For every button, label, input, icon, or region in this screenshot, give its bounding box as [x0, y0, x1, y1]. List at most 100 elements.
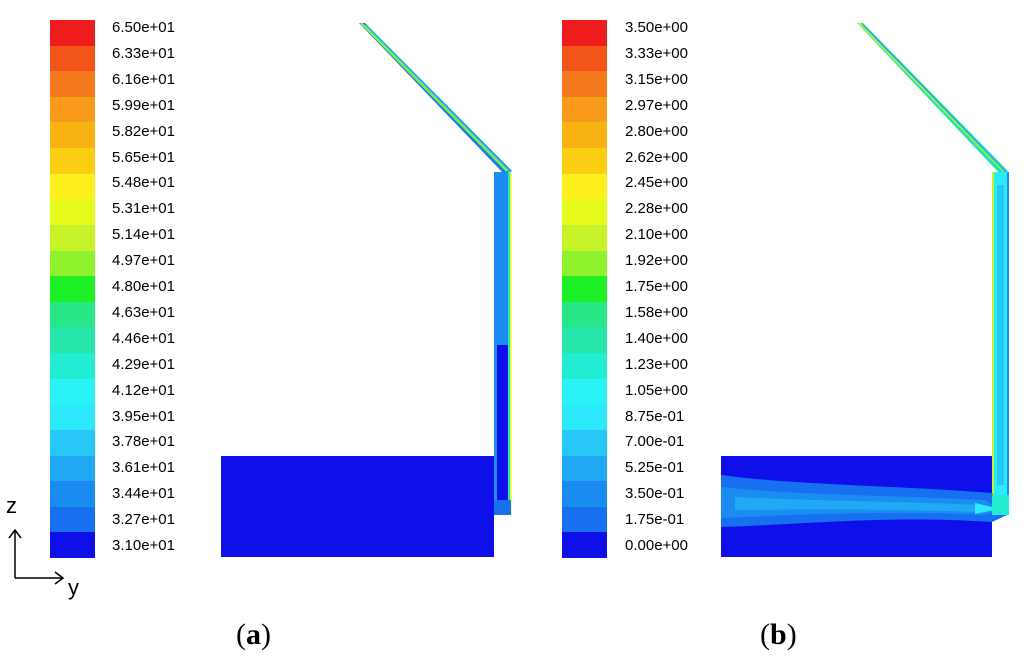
- colorbar-tick-label: 5.82e+01: [112, 122, 175, 140]
- colorbar-tick-label: 3.10e+01: [112, 537, 175, 554]
- colorbar-swatch: [50, 506, 95, 533]
- pipe-vertical-a-core: [497, 345, 508, 515]
- colorbar-swatch: [50, 481, 95, 508]
- colorbar-swatch: [562, 301, 607, 328]
- colorbar-swatch: [562, 353, 607, 380]
- pipe-inclined-a-edge: [360, 22, 508, 172]
- colorbar-tick-label: 2.28e+00: [625, 200, 688, 218]
- contour-plot-b: [721, 22, 1009, 557]
- colorbar-swatch: [50, 301, 95, 328]
- colorbar-swatch: [562, 199, 607, 226]
- colorbar-swatch: [562, 45, 607, 72]
- tank-b-jet-inner: [735, 497, 995, 512]
- colorbar-tick-label: 2.80e+00: [625, 122, 688, 140]
- caption-b: (b): [760, 618, 797, 651]
- colorbar-tick-label: 1.92e+00: [625, 252, 688, 270]
- colorbar-swatch: [50, 148, 95, 175]
- colorbar-swatch: [50, 122, 95, 149]
- colorbar-swatch: [562, 250, 607, 277]
- caption-a: (a): [236, 618, 271, 651]
- colorbar-tick-label: 5.99e+01: [112, 96, 175, 114]
- colorbar-tick-label: 1.75e+00: [625, 278, 688, 295]
- tank-a: [221, 456, 494, 557]
- colorbar-tick-label: 6.33e+01: [112, 44, 175, 62]
- colorbar-swatch: [50, 455, 95, 482]
- contour-plot-a: [221, 22, 512, 557]
- colorbar-swatch: [50, 404, 95, 431]
- pipe-inclined-b-edge2: [862, 24, 1008, 174]
- colorbar-tick-label: 5.48e+01: [112, 174, 175, 192]
- colorbar-swatch: [562, 20, 607, 47]
- pipe-vertical-b-wall: [992, 172, 994, 515]
- colorbar-tick-label: 2.97e+00: [625, 96, 688, 114]
- colorbar-tick-label: 0.00e+00: [625, 537, 688, 554]
- pipe-vertical-a-wall2: [510, 172, 512, 515]
- colorbar-tick-label: 5.25e-01: [625, 459, 685, 477]
- colorbar-tick-label: 7.00e-01: [625, 433, 685, 451]
- pipe-vertical-b-wall2: [1007, 172, 1009, 515]
- axis-label-y: y: [68, 575, 79, 600]
- colorbar-tick-label: 1.40e+00: [625, 329, 688, 347]
- pipe-inclined-a-edge2: [364, 24, 512, 174]
- colorbar-swatch: [50, 173, 95, 200]
- colorbar-tick-label: 4.12e+01: [112, 381, 175, 399]
- colorbar-tick-label: 6.16e+01: [112, 70, 175, 88]
- colorbar-swatch: [562, 404, 607, 431]
- colorbar-swatch: [562, 378, 607, 405]
- colorbar-swatch: [50, 96, 95, 123]
- colorbar-tick-label: 6.50e+01: [112, 19, 175, 36]
- colorbar-swatch: [562, 429, 607, 456]
- colorbar-tick-label: 3.95e+01: [112, 407, 175, 425]
- colorbar-swatch: [50, 532, 95, 559]
- colorbar-swatch: [50, 20, 95, 47]
- colorbar-swatch: [562, 173, 607, 200]
- colorbar-tick-label: 2.10e+00: [625, 226, 688, 244]
- colorbar-swatch: [50, 353, 95, 380]
- colorbar-tick-label: 3.50e+00: [625, 19, 688, 36]
- pipe-inclined-b-edge: [858, 22, 1005, 172]
- tank-b-jet-core: [975, 503, 1000, 514]
- colorbar-swatch: [562, 122, 607, 149]
- pipe-vertical-b-core: [997, 185, 1004, 485]
- colorbar-tick-label: 4.46e+01: [112, 329, 175, 347]
- colorbar-swatch: [562, 506, 607, 533]
- colorbar-tick-label: 1.05e+00: [625, 381, 688, 399]
- colorbar-tick-label: 4.29e+01: [112, 355, 175, 373]
- colorbar-swatch: [562, 455, 607, 482]
- colorbar-b: [562, 20, 607, 559]
- colorbar-tick-label: 3.61e+01: [112, 459, 175, 477]
- colorbar-tick-label: 5.65e+01: [112, 148, 175, 166]
- colorbar-swatch: [50, 199, 95, 226]
- colorbar-tick-label: 2.62e+00: [625, 148, 688, 166]
- pipe-outlet-b: [992, 495, 1009, 515]
- pipe-outlet-a: [494, 500, 511, 515]
- colorbar-swatch: [562, 327, 607, 354]
- colorbar-swatch: [50, 276, 95, 303]
- colorbar-tick-label: 1.58e+00: [625, 303, 688, 321]
- colorbar-tick-label: 3.33e+00: [625, 44, 688, 62]
- pipe-vertical-a-wall: [508, 172, 511, 515]
- colorbar-tick-label: 8.75e-01: [625, 407, 685, 425]
- colorbar-swatch: [50, 224, 95, 252]
- axis-triad: [8, 528, 65, 585]
- colorbar-swatch: [562, 148, 607, 175]
- colorbar-swatch: [50, 250, 95, 277]
- colorbar-swatch: [562, 481, 607, 508]
- colorbar-swatch: [50, 378, 95, 405]
- colorbar-swatch: [562, 532, 607, 559]
- colorbar-tick-label: 4.63e+01: [112, 303, 175, 321]
- colorbar-tick-label: 3.27e+01: [112, 511, 175, 529]
- colorbar-tick-label: 3.44e+01: [112, 485, 175, 503]
- colorbar-swatch: [562, 96, 607, 123]
- colorbar-tick-label: 4.80e+01: [112, 278, 175, 295]
- colorbar-tick-label: 3.50e-01: [625, 485, 685, 503]
- colorbar-swatch: [50, 45, 95, 72]
- colorbar-tick-label: 3.78e+01: [112, 433, 175, 451]
- colorbar-tick-label: 1.75e-01: [625, 511, 685, 529]
- colorbar-tick-label: 4.97e+01: [112, 252, 175, 270]
- colorbar-tick-label: 5.31e+01: [112, 200, 175, 218]
- colorbar-tick-label: 1.23e+00: [625, 355, 688, 373]
- colorbar-swatch: [50, 71, 95, 98]
- colorbar-swatch: [562, 71, 607, 98]
